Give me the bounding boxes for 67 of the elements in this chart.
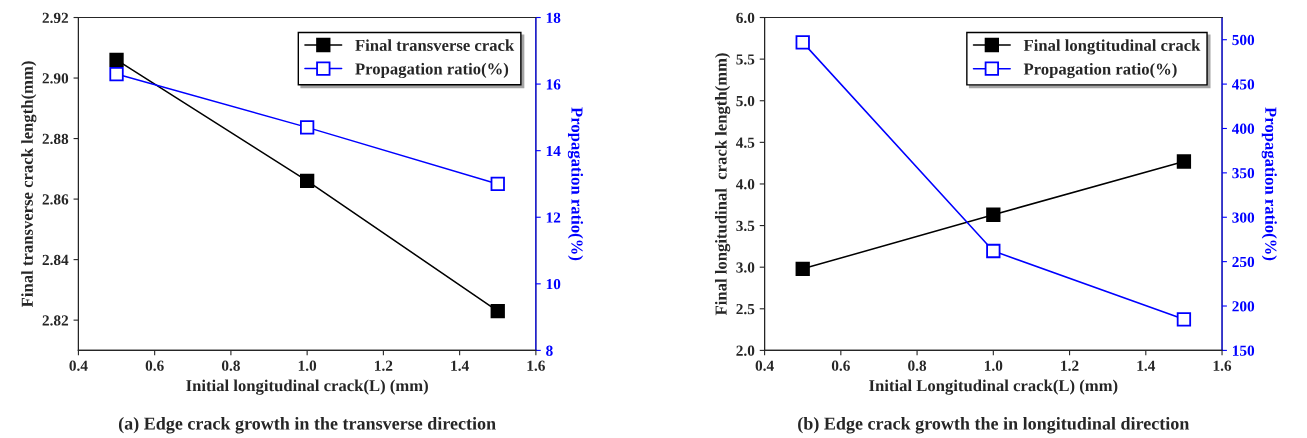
y2-tick-label: 500 — [1232, 34, 1255, 46]
y2-axis-title: Propagation ratio(%) — [1261, 107, 1277, 261]
y2-tick-label: 200 — [1232, 301, 1255, 312]
y-tick-label: 3.0 — [736, 262, 755, 273]
x-tick-label: 1.4 — [1137, 360, 1156, 371]
x-axis-title: Initial longitudinal crack(L) (mm) — [186, 379, 428, 395]
y-tick-label: 2.82 — [42, 315, 69, 326]
point — [795, 35, 810, 50]
y2-tick-label: 8 — [546, 345, 553, 356]
y-axis-title: Final transverse crack length(mm) — [21, 61, 37, 308]
x-tick-label: 1.0 — [298, 360, 317, 371]
point — [299, 173, 315, 189]
x-tick-label: 0.6 — [145, 360, 164, 371]
point — [986, 243, 1001, 259]
x-tick-label: 1.0 — [985, 360, 1003, 371]
y-tick-label: 4.5 — [735, 137, 755, 148]
x-axis-title: Initial Longitudinal crack(L) (mm) — [869, 379, 1118, 395]
x-tick-label: 1.2 — [1061, 360, 1079, 371]
point — [1176, 312, 1192, 327]
y-axis-title: Final longitudinal crack length(mm) — [714, 53, 731, 316]
text: (a) Edge crack growth in the transverse direction — [118, 416, 496, 434]
y2-tick-label: 12 — [546, 212, 561, 223]
x-tick-label: 0.8 — [221, 360, 240, 371]
y2-tick-label: 250 — [1232, 256, 1255, 268]
x-tick-label: 1.6 — [527, 360, 545, 371]
y2-tick-label: 150 — [1232, 345, 1255, 356]
x-tick-label: 0.8 — [908, 360, 927, 371]
x-tick-label: 1.6 — [1213, 360, 1232, 371]
y2-tick-label: 18 — [546, 12, 561, 23]
legend-label: Final transverse crack — [355, 39, 515, 52]
y2-axis-title: Propagation ratio(%) — [567, 107, 584, 261]
legend-label: Final longtitudinal crack — [1023, 39, 1201, 55]
y2-tick-label: 14 — [546, 145, 561, 156]
y-tick-label: 5.5 — [736, 54, 755, 65]
y-tick-label: 4.0 — [735, 179, 755, 190]
text: (b) Edge crack growth the in longitudinal direction — [798, 416, 1190, 434]
y2-tick-label: 16 — [546, 79, 561, 90]
legend-label: Propagation ratio(%) — [355, 62, 509, 79]
y-tick-label: 2.90 — [42, 73, 69, 84]
point — [109, 66, 124, 82]
x-tick-label: 0.6 — [831, 360, 850, 371]
point — [986, 207, 1001, 222]
y-tick-label: 2.5 — [736, 303, 755, 315]
y-tick-label: 6.0 — [736, 12, 755, 24]
point — [109, 52, 124, 68]
y2-tick-label: 350 — [1232, 168, 1255, 179]
x-tick-label: 0.4 — [69, 360, 88, 371]
y-tick-label: 2.84 — [42, 254, 69, 266]
x-tick-label: 1.4 — [451, 360, 469, 371]
y-tick-label: 2.88 — [42, 133, 69, 145]
y2-tick-label: 10 — [546, 278, 561, 290]
y2-tick-label: 400 — [1231, 123, 1255, 134]
point — [795, 261, 810, 276]
y-tick-label: 2.92 — [42, 12, 69, 24]
legend-label: Propagation ratio(%) — [1023, 62, 1177, 79]
y-tick-label: 2.86 — [42, 194, 69, 205]
y-tick-label: 3.5 — [736, 220, 755, 232]
point — [299, 120, 315, 135]
point — [490, 176, 505, 192]
point — [1176, 154, 1192, 169]
y2-tick-label: 450 — [1231, 79, 1255, 90]
point — [490, 303, 505, 319]
y-tick-label: 2.0 — [736, 345, 755, 356]
y2-tick-label: 300 — [1232, 212, 1255, 223]
y-tick-label: 5.0 — [736, 95, 755, 107]
x-tick-label: 1.2 — [375, 360, 393, 371]
x-tick-label: 0.4 — [755, 360, 774, 371]
